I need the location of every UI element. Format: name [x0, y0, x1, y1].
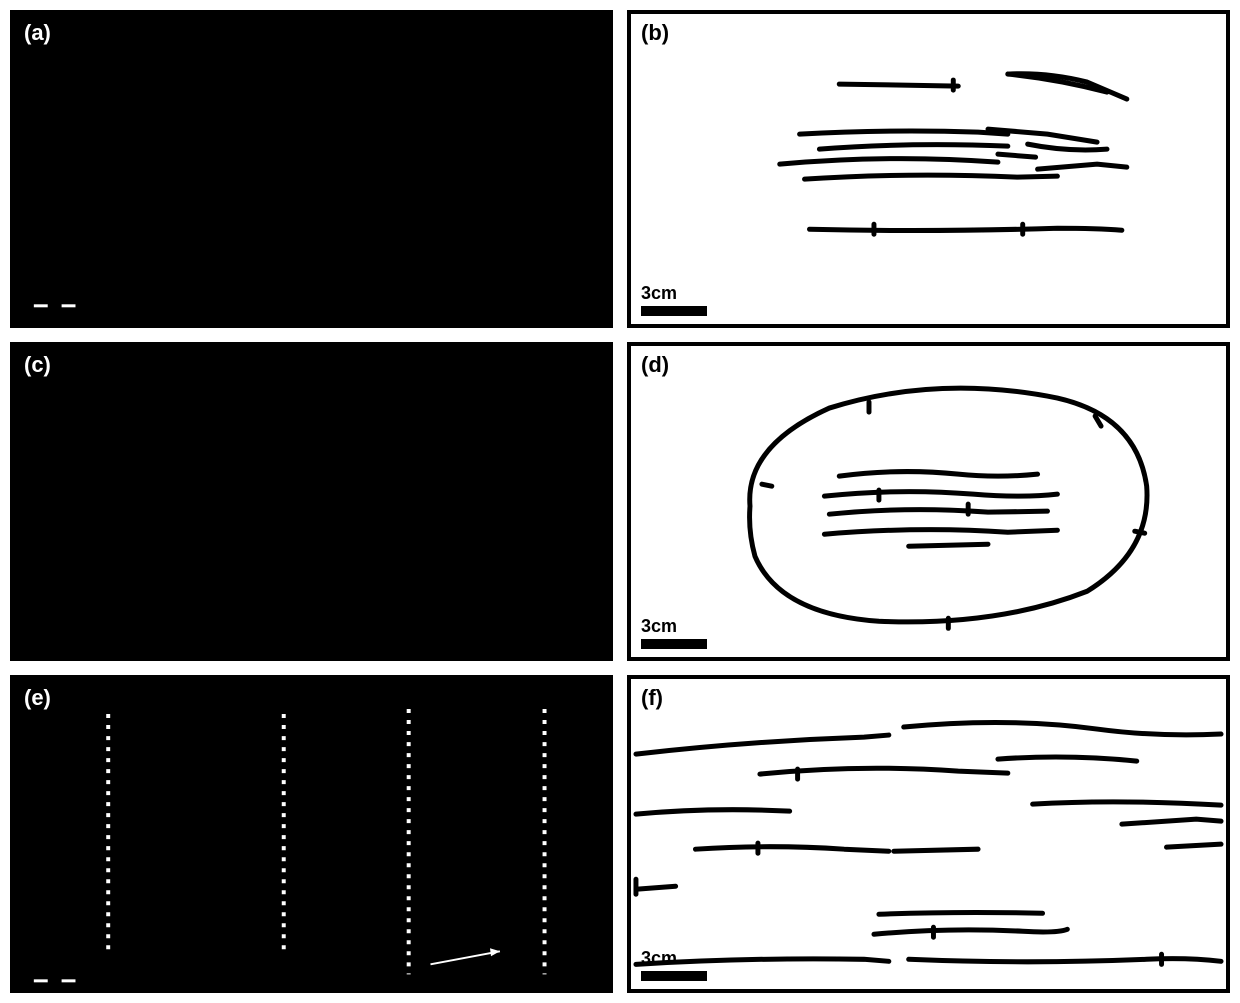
crack-line — [636, 886, 676, 889]
crack-line — [839, 84, 958, 86]
crack-line — [695, 846, 888, 851]
scale-text: 3cm — [641, 283, 707, 304]
crack-line — [998, 154, 1036, 157]
crack-line — [824, 530, 1057, 535]
scale-text: 3cm — [641, 616, 707, 637]
panel-b: (b) 3cm — [627, 10, 1230, 328]
crack-line — [1028, 144, 1107, 150]
panel-label-a: (a) — [24, 20, 51, 46]
panel-svg-b — [631, 14, 1226, 324]
panel-e: (e) — [10, 675, 613, 993]
crack-line — [909, 958, 1221, 961]
panel-svg-c — [14, 346, 609, 656]
crack-line — [805, 175, 1058, 179]
scale-bar-rect — [641, 971, 707, 981]
crack-line — [750, 388, 1147, 622]
scale-bar-f: 3cm — [641, 948, 707, 981]
overlay-arrow — [431, 951, 500, 964]
panel-label-e: (e) — [24, 685, 51, 711]
panel-svg-e — [14, 679, 609, 989]
crack-line — [762, 484, 772, 486]
crack-line — [1033, 802, 1221, 805]
figure-grid: (a) (b) 3cm (c) (d) 3cm (e) (f) 3cm — [10, 10, 1230, 993]
panel-f: (f) 3cm — [627, 675, 1230, 993]
overlay-tick — [34, 304, 48, 307]
panel-svg-f — [631, 679, 1226, 989]
crack-line — [839, 472, 1037, 477]
panel-d: (d) 3cm — [627, 342, 1230, 660]
panel-label-f: (f) — [641, 685, 663, 711]
panel-a: (a) — [10, 10, 613, 328]
panel-c: (c) — [10, 342, 613, 660]
overlay-tick — [62, 304, 76, 307]
crack-line — [904, 722, 1221, 734]
panel-label-b: (b) — [641, 20, 669, 46]
crack-line — [800, 131, 1008, 134]
crack-line — [879, 912, 1043, 914]
crack-line — [1167, 844, 1222, 847]
crack-line — [780, 159, 998, 165]
crack-line — [998, 757, 1137, 761]
panel-label-d: (d) — [641, 352, 669, 378]
scale-bar-d: 3cm — [641, 616, 707, 649]
crack-line — [1038, 164, 1127, 169]
scale-text: 3cm — [641, 948, 707, 969]
crack-line — [909, 545, 988, 547]
scale-bar-b: 3cm — [641, 283, 707, 316]
crack-line — [1122, 819, 1221, 824]
crack-line — [810, 228, 1122, 230]
crack-line — [636, 809, 790, 813]
overlay-tick — [34, 979, 48, 982]
crack-line — [829, 510, 1047, 515]
crack-line — [824, 492, 1057, 497]
panel-label-c: (c) — [24, 352, 51, 378]
overlay-tick — [62, 979, 76, 982]
scale-bar-rect — [641, 306, 707, 316]
panel-svg-d — [631, 346, 1226, 656]
crack-line — [894, 849, 978, 851]
crack-line — [636, 735, 889, 754]
crack-line — [1095, 416, 1101, 426]
scale-bar-rect — [641, 639, 707, 649]
crack-line — [874, 929, 1067, 934]
crack-line — [1135, 532, 1145, 534]
panel-svg-a — [14, 14, 609, 324]
crack-line — [819, 145, 1007, 149]
